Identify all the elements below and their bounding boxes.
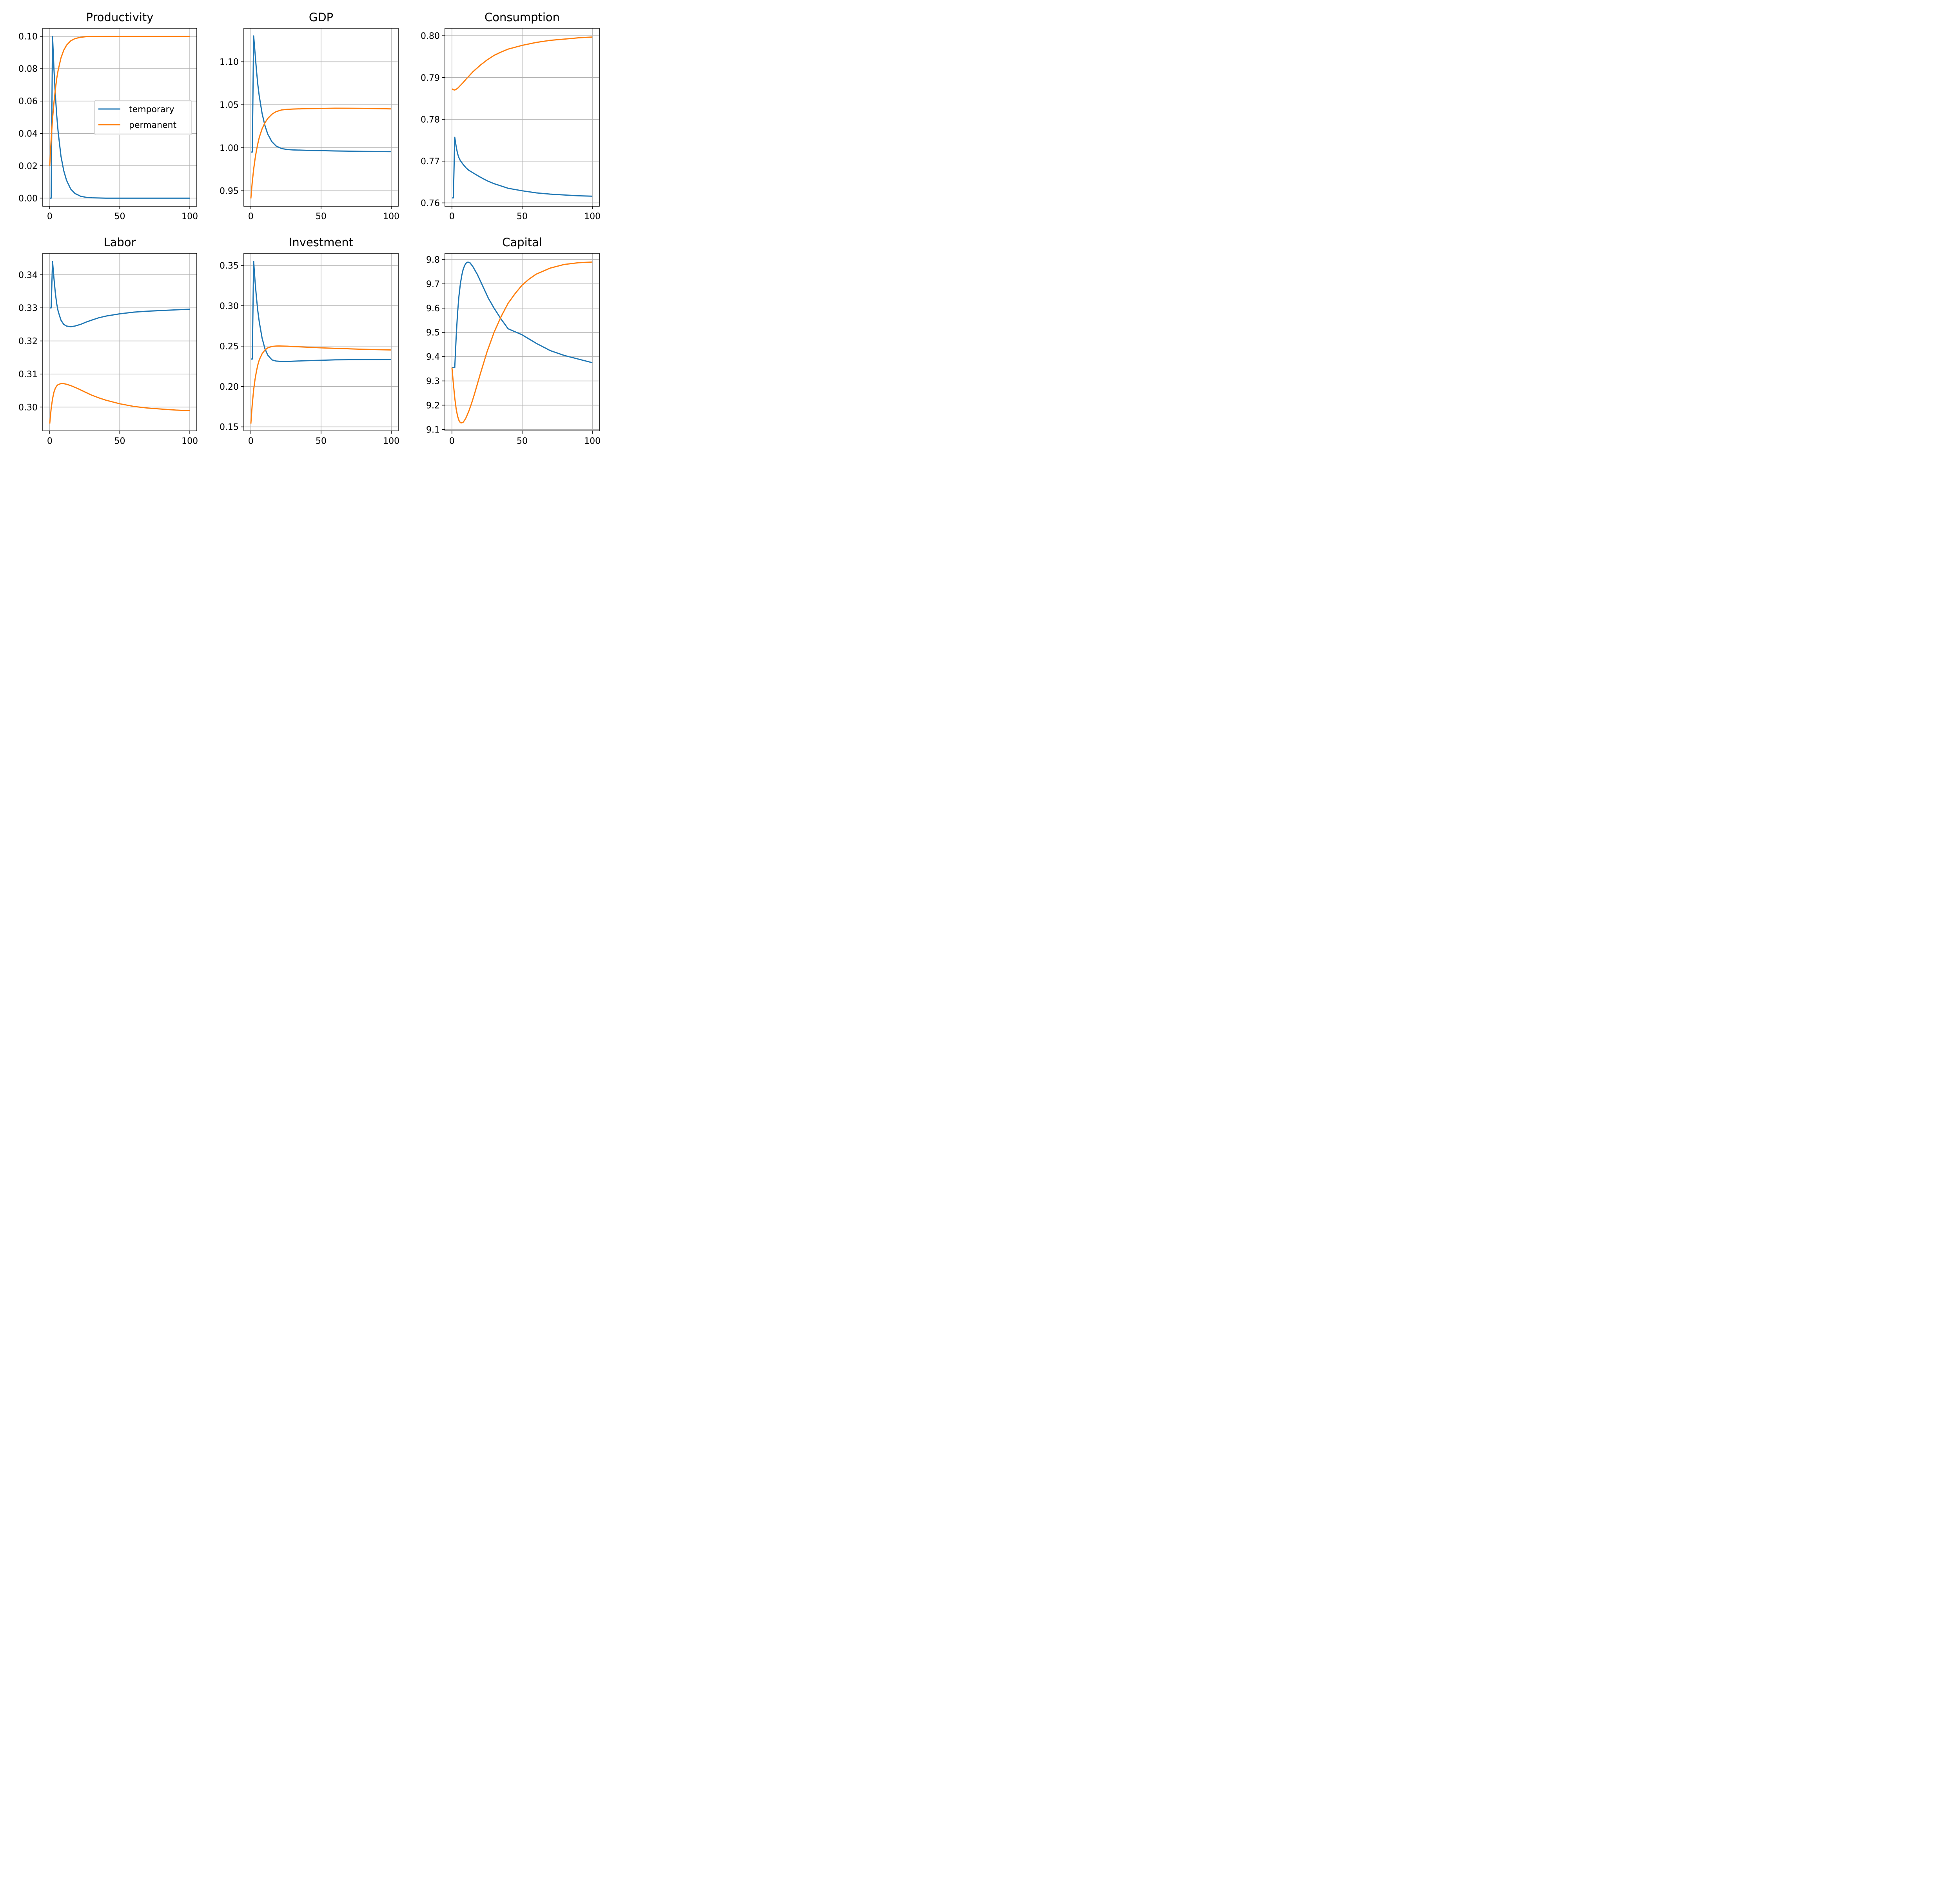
y-tick-label: 1.00 — [220, 144, 239, 153]
x-tick-label: 100 — [383, 212, 399, 222]
legend-label-temporary: temporary — [129, 105, 174, 114]
y-tick-label: 0.32 — [18, 337, 38, 347]
legend: temporary permanent — [94, 100, 192, 135]
series-line-temporary — [452, 136, 593, 199]
series-line-permanent — [49, 383, 190, 424]
y-tick-label: 9.7 — [426, 280, 440, 289]
subplot-labor: 0 50 100 0.30 0.31 0.32 0.33 0.34 Labor — [18, 236, 198, 446]
x-tick-label: 0 — [47, 436, 53, 446]
y-tick-label: 1.10 — [220, 58, 239, 67]
y-tick-label: 0.08 — [18, 64, 38, 74]
y-tick-label: 0.00 — [18, 194, 38, 203]
y-tick-label: 0.35 — [220, 261, 239, 271]
x-tick-label: 0 — [47, 212, 53, 222]
subplot-grid: 0 50 100 0.00 0.02 0.04 0.06 0.08 0.10 Productivi… — [18, 11, 601, 446]
y-tick-label: 9.4 — [426, 352, 440, 362]
series-line-permanent — [49, 36, 190, 166]
y-tick-label: 9.6 — [426, 304, 440, 314]
legend-label-permanent: permanent — [129, 120, 176, 130]
x-tick-label: 100 — [383, 436, 399, 446]
series-line-temporary — [452, 262, 593, 368]
series-line-temporary — [49, 261, 190, 327]
figure: 0 50 100 0.00 0.02 0.04 0.06 0.08 0.10 Productivi… — [18, 11, 601, 446]
y-tick-label: 0.04 — [18, 129, 38, 139]
y-tick-label: 9.8 — [426, 255, 440, 265]
subplot-gdp: 0 50 100 0.95 1.00 1.05 1.10 GDP — [220, 11, 399, 222]
series-line-temporary — [250, 261, 392, 362]
y-tick-label: 0.79 — [421, 73, 440, 83]
subplot-consumption: 0 50 100 0.76 0.77 0.78 0.79 0.80 Consumption — [421, 11, 601, 222]
x-tick-label: 50 — [517, 212, 528, 222]
subplot-title: Labor — [103, 236, 136, 249]
y-tick-label: 0.06 — [18, 97, 38, 107]
y-tick-label: 0.77 — [421, 157, 440, 167]
subplot-title: GDP — [309, 11, 333, 24]
subplot-title: Productivity — [86, 11, 154, 24]
series-line-temporary — [250, 35, 392, 153]
y-tick-label: 0.31 — [18, 370, 38, 380]
series-line-permanent — [250, 107, 392, 199]
x-tick-label: 100 — [584, 436, 601, 446]
y-tick-label: 0.33 — [18, 303, 38, 313]
x-tick-label: 0 — [248, 212, 254, 222]
y-tick-label: 0.80 — [421, 31, 440, 41]
series-line-permanent — [451, 261, 593, 424]
x-tick-label: 50 — [517, 436, 528, 446]
y-tick-label: 0.30 — [18, 403, 38, 412]
subplot-productivity: 0 50 100 0.00 0.02 0.04 0.06 0.08 0.10 Productivi… — [18, 11, 198, 222]
y-tick-label: 0.20 — [220, 382, 239, 392]
series-line-temporary — [49, 36, 190, 199]
y-tick-label: 0.95 — [220, 187, 239, 196]
x-tick-label: 0 — [248, 436, 254, 446]
x-tick-label: 0 — [449, 436, 455, 446]
x-tick-label: 50 — [114, 436, 125, 446]
y-tick-label: 9.2 — [426, 401, 440, 411]
y-tick-label: 0.15 — [220, 423, 239, 432]
subplot-title: Consumption — [485, 11, 560, 24]
y-tick-label: 0.34 — [18, 271, 38, 280]
subplot-title: Capital — [502, 236, 542, 249]
y-tick-label: 9.3 — [426, 377, 440, 387]
x-tick-label: 50 — [316, 436, 327, 446]
x-tick-label: 100 — [181, 212, 198, 222]
y-tick-label: 9.1 — [426, 425, 440, 435]
y-tick-label: 0.78 — [421, 115, 440, 125]
y-tick-label: 1.05 — [220, 100, 239, 110]
subplot-capital: 0 50 100 9.1 9.2 9.3 9.4 9.5 9.6 9.7 9.8 Capital — [426, 236, 601, 446]
x-tick-label: 0 — [449, 212, 455, 222]
x-tick-label: 50 — [316, 212, 327, 222]
subplot-title: Investment — [289, 236, 353, 249]
y-tick-label: 0.25 — [220, 342, 239, 352]
y-tick-label: 0.76 — [421, 198, 440, 208]
x-tick-label: 50 — [114, 212, 125, 222]
series-line-permanent — [250, 345, 392, 424]
y-tick-label: 0.10 — [18, 32, 38, 42]
x-tick-label: 100 — [181, 436, 198, 446]
y-tick-label: 0.30 — [220, 302, 239, 311]
subplot-investment: 0 50 100 0.15 0.20 0.25 0.30 0.35 Investment — [220, 236, 399, 446]
series-line-permanent — [452, 36, 593, 91]
y-tick-label: 9.5 — [426, 328, 440, 338]
y-tick-label: 0.02 — [18, 162, 38, 171]
x-tick-label: 100 — [584, 212, 601, 222]
